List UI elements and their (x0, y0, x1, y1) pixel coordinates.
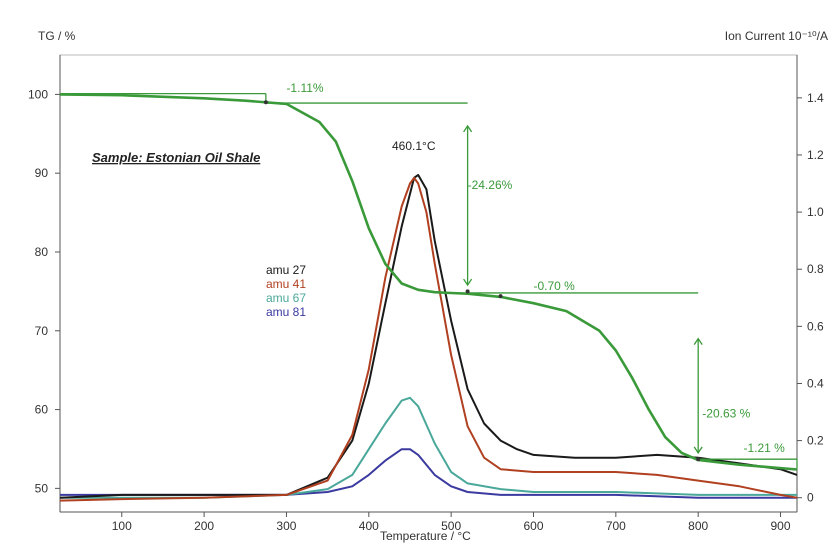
legend-amu41: amu 41 (266, 277, 306, 291)
right-tick-label: 1.4 (807, 91, 824, 105)
x-tick-label: 800 (688, 519, 708, 533)
right-tick-label: 1.0 (807, 205, 824, 219)
plot-frame (59, 54, 798, 513)
x-axis-ticks: 100 200 300 400 500 600 700 800 900 (112, 512, 791, 533)
series-line-tg (59, 93, 798, 471)
left-tick-label: 50 (35, 481, 49, 495)
right-tick-label: 0 (807, 491, 814, 505)
left-axis-title: TG / % (38, 29, 76, 43)
right-tick-label: 0.8 (807, 262, 824, 276)
evaluation-point (498, 294, 503, 299)
annotation-step-1: -1.11% (286, 81, 323, 95)
left-tick-label: 100 (28, 87, 48, 101)
x-axis-title: Temperature / °C (380, 529, 471, 543)
step-lines (60, 92, 798, 470)
x-tick-label: 900 (771, 519, 791, 533)
annotation-step-3: -0.70 % (533, 279, 575, 293)
right-tick-label: 0.4 (807, 376, 824, 390)
series-line-amu41 (59, 176, 798, 502)
series-layer (59, 93, 798, 502)
step-2-arrowhead-down (463, 278, 473, 287)
right-tick-label: 0.6 (807, 319, 824, 333)
peak-label: 460.1°C (392, 139, 436, 153)
evaluation-point (696, 457, 701, 462)
annotation-step-4: -20.63 % (702, 406, 750, 420)
evaluation-point (465, 289, 470, 294)
legend-amu81: amu 81 (266, 305, 306, 319)
right-axis-title: Ion Current 10⁻¹⁰/A (725, 29, 828, 43)
legend-amu27: amu 27 (266, 263, 306, 277)
evaluation-point (263, 100, 268, 105)
annotation-step-2: -24.26% (468, 178, 513, 192)
x-tick-label: 300 (276, 519, 296, 533)
sample-label: Sample: Estonian Oil Shale (92, 150, 260, 165)
x-tick-label: 100 (112, 519, 132, 533)
step-2-arrowhead-up (463, 124, 473, 133)
left-tick-label: 60 (35, 403, 49, 417)
x-tick-label: 700 (606, 519, 626, 533)
x-tick-label: 500 (441, 519, 461, 533)
annotation-step-5: -1.21 % (743, 441, 785, 455)
step-4-arrowhead-down (693, 446, 703, 455)
x-tick-label: 600 (523, 519, 543, 533)
legend: amu 27 amu 41 amu 67 amu 81 (266, 263, 306, 319)
legend-amu67: amu 67 (266, 291, 306, 305)
left-axis-ticks: 50 60 70 80 90 100 (28, 87, 60, 495)
right-axis-ticks: 0 0.2 0.4 0.6 0.8 1.0 1.2 1.4 (797, 91, 824, 505)
right-tick-label: 0.2 (807, 434, 824, 448)
series-line-amu67 (60, 396, 797, 499)
left-tick-label: 90 (35, 166, 49, 180)
left-tick-label: 80 (35, 245, 49, 259)
x-tick-label: 400 (359, 519, 379, 533)
x-tick-label: 200 (194, 519, 214, 533)
right-tick-label: 1.2 (807, 148, 824, 162)
left-tick-label: 70 (35, 324, 49, 338)
step-4-arrowhead-up (693, 337, 703, 346)
